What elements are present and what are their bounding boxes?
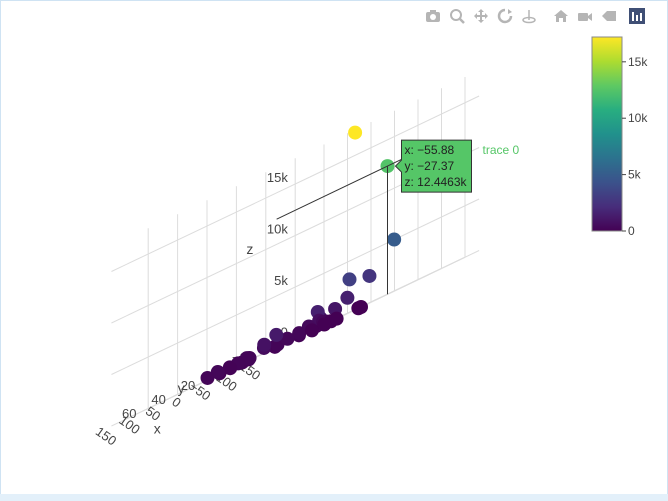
home-button[interactable] — [549, 7, 573, 25]
colorbar: 15k 10k 5k 0 — [591, 36, 648, 238]
plotly-logo-button[interactable] — [625, 7, 649, 25]
hover-label: x: −55.88 y: −27.37 z: 12.4463k trace 0 — [276, 139, 520, 295]
grid-line-side-z — [111, 176, 311, 272]
z-tick-label: 0 — [281, 325, 288, 340]
camera-icon — [426, 10, 440, 22]
data-points[interactable] — [200, 125, 402, 385]
x-tick-label: 50 — [143, 403, 163, 424]
data-point[interactable] — [304, 323, 319, 338]
hover-toggle-icon — [602, 11, 616, 21]
zoom-icon — [450, 9, 465, 24]
data-point[interactable] — [257, 337, 272, 352]
data-point[interactable] — [329, 311, 344, 326]
y-tick-label: 40 — [151, 392, 165, 407]
zoom-button[interactable] — [445, 7, 469, 25]
spikeline-x — [276, 165, 388, 220]
pan-icon — [474, 9, 488, 23]
turntable-rotation-button[interactable] — [517, 7, 541, 25]
x-axis-title: x — [154, 421, 161, 437]
data-point[interactable] — [317, 317, 332, 332]
colorbar-tick-label: 5k — [628, 168, 642, 182]
data-point[interactable] — [242, 350, 257, 365]
colorbar-tick-label: 10k — [628, 111, 648, 125]
hover-text: z: 12.4463k — [404, 175, 467, 189]
grid-lines — [111, 77, 480, 427]
data-point[interactable] — [210, 365, 225, 380]
data-point[interactable] — [292, 326, 307, 341]
data-point[interactable] — [223, 361, 238, 376]
colorbar-tick-label: 0 — [628, 224, 635, 238]
orbit-rotation-button[interactable] — [493, 7, 517, 25]
axes: 150100500−50−100−150−40−20020406005k10k1… — [93, 170, 289, 448]
data-point[interactable] — [362, 268, 377, 283]
camera-view-icon — [578, 13, 592, 21]
turntable-rotation-icon — [522, 10, 536, 24]
camera-view-button[interactable] — [573, 7, 597, 25]
data-point[interactable] — [387, 232, 402, 247]
camera-button[interactable] — [421, 7, 445, 25]
hover-toggle-button[interactable] — [597, 7, 621, 25]
home-icon — [554, 10, 568, 22]
colorbar-gradient — [591, 36, 623, 232]
data-point[interactable] — [354, 300, 368, 314]
data-point[interactable] — [280, 331, 295, 346]
grid-line-side-z — [111, 228, 311, 324]
y-axis-title: y — [178, 380, 185, 396]
grid-line-side-z — [111, 279, 311, 375]
data-point[interactable] — [340, 290, 355, 305]
bottom-strip — [0, 494, 668, 501]
x-tick-label: 150 — [93, 424, 119, 449]
plotly-logo-icon — [629, 8, 645, 24]
hover-box — [394, 139, 472, 193]
hover-text: x: −55.88 — [404, 143, 454, 157]
hover-text: y: −27.37 — [404, 159, 454, 173]
hover-trace-name: trace 0 — [482, 143, 519, 157]
orbit-rotation-icon — [497, 8, 513, 24]
pan-button[interactable] — [469, 7, 493, 25]
y-tick-label: 60 — [122, 406, 136, 421]
data-point[interactable] — [348, 125, 363, 140]
data-point[interactable] — [269, 327, 284, 342]
y-tick-label: 20 — [181, 378, 195, 393]
grid-line-wall-z — [309, 95, 480, 178]
data-point[interactable] — [200, 370, 215, 385]
data-point[interactable] — [342, 272, 357, 287]
z-tick-label: 15k — [267, 170, 288, 185]
z-axis-title: z — [246, 241, 253, 257]
z-tick-label: 5k — [274, 273, 288, 288]
z-tick-label: 10k — [267, 222, 288, 237]
x-tick-label: 0 — [169, 394, 184, 410]
modebar — [421, 7, 649, 25]
colorbar-tick-label: 15k — [628, 55, 648, 69]
